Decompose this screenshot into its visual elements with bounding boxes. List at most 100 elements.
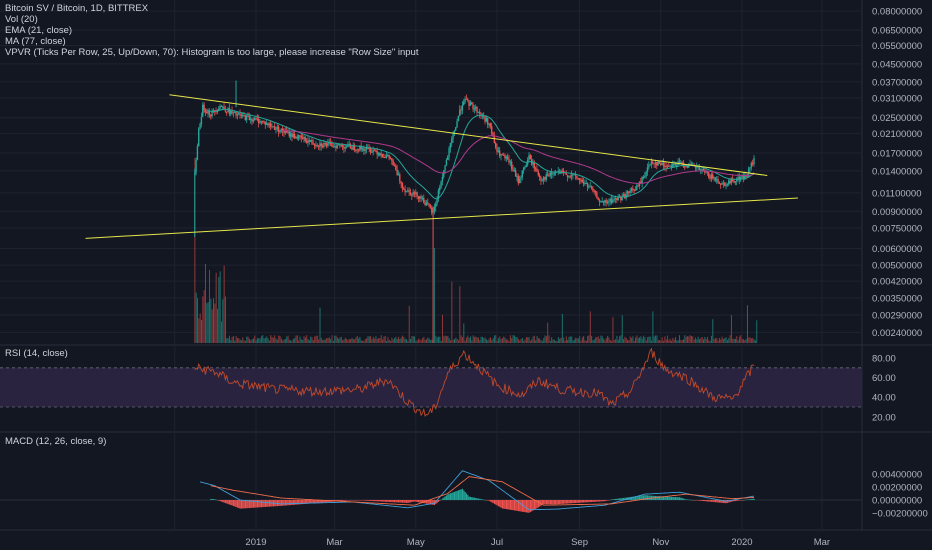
macd-histogram-bar [469,496,472,500]
macd-histogram-bar [617,498,619,500]
price-tick-label: 0.00500000 [872,261,922,272]
volume-bar [647,337,649,343]
volume-bar [443,336,445,343]
volume-bar [492,338,494,343]
candle-body [690,163,693,165]
macd-histogram-bar [432,500,434,505]
volume-bar [276,339,278,343]
volume-bar [564,340,566,343]
macd-histogram-bar [368,500,370,501]
candle-body [541,180,543,182]
volume-bar [348,339,350,343]
macd-histogram-bar [732,500,734,502]
volume-bar [485,339,487,343]
candle-body [231,110,233,113]
candle-body [400,181,402,184]
volume-bar [617,339,619,343]
volume-bar [749,337,751,343]
macd-histogram-bar [311,500,313,504]
volume-bar [264,337,266,343]
macd-histogram-bar [670,496,673,500]
volume-bar [696,339,698,343]
volume-bar [455,337,457,343]
candle-body [658,161,661,164]
volume-bar [302,340,304,343]
macd-histogram-bar [742,500,745,501]
macd-histogram-bar [605,500,607,501]
volume-bar [370,336,372,343]
macd-histogram-bar [323,500,325,503]
volume-bar [539,338,541,343]
volume-bar [311,337,313,343]
candle-body [439,187,441,191]
volume-bar [555,340,557,343]
macd-histogram-bar [216,500,219,501]
macd-histogram-bar [452,492,454,500]
volume-bar [573,339,575,343]
volume-bar [737,340,739,343]
macd-histogram-bar [212,499,215,500]
macd-histogram-bar [753,498,755,500]
volume-bar [645,340,647,343]
volume-bar [431,339,433,343]
macd-histogram-bar [517,500,520,512]
candle-body [598,200,601,202]
candle-body [443,170,445,177]
macd-histogram-bar [599,500,601,502]
macd-histogram-bar [421,500,424,503]
candle-body [637,185,639,187]
candle-body [232,112,235,114]
volume-bar [346,338,348,343]
volume-bar [338,338,340,343]
volume-bar [243,340,245,343]
volume-bar [677,340,679,343]
price-tick-label: 0.01100000 [872,188,922,199]
candle-body [312,143,314,145]
volume-bar [315,335,317,343]
volume-bar [680,339,682,343]
macd-histogram-bar [408,500,410,503]
candle-body [425,202,428,205]
volume-bar [327,338,329,343]
candle-body [633,189,635,191]
macd-histogram-bar [745,499,747,501]
candle-body [237,113,240,115]
candle-body [686,165,689,168]
macd-histogram-bar [705,500,707,502]
macd-histogram-bar [395,500,397,503]
macd-histogram-bar [609,499,611,501]
volume-bar [503,336,505,343]
macd-histogram-bar [250,500,252,508]
candle-body [580,179,582,181]
price-tick-label: 0.02500000 [872,113,922,124]
volume-bar [508,340,510,343]
macd-histogram-bar [601,500,603,502]
volume-bar [469,336,471,343]
volume-bar [396,339,398,343]
volume-bar [395,336,397,343]
volume-bar [742,339,744,343]
volume-bar [275,338,277,343]
macd-histogram-bar [706,500,709,502]
macd-histogram-bar [256,500,259,508]
candle-body [263,121,265,123]
candle-body [204,110,207,113]
candle-body [240,114,243,116]
macd-histogram-bar [258,500,260,508]
volume-bar [356,335,358,343]
macd-histogram-bar [455,491,457,500]
volume-bar [391,337,393,343]
volume-bar [592,340,594,343]
candle-body [424,202,426,205]
legend-vpvr: VPVR (Ticks Per Row, 25, Up/Down, 70): H… [5,47,419,58]
macd-histogram-bar [708,500,710,502]
macd-histogram-bar [282,500,284,506]
macd-histogram-bar [694,500,697,501]
macd-histogram-bar [346,500,348,501]
candle-body [552,173,554,175]
volume-bar [230,340,232,343]
volume-bar [476,337,478,343]
candle-body [344,147,346,149]
macd-histogram-bar [491,500,493,503]
volume-bar [279,336,281,343]
